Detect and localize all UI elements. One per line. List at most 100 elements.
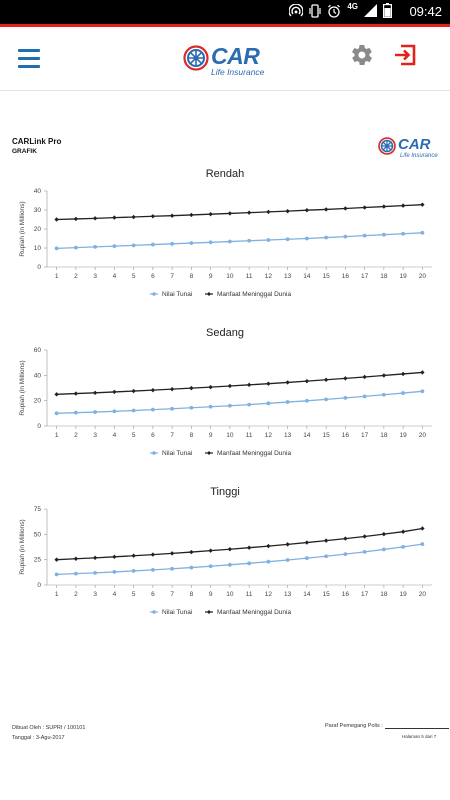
data-point	[343, 376, 348, 381]
x-tick-label: 11	[246, 591, 253, 598]
x-tick-label: 13	[284, 591, 292, 598]
x-tick-label: 13	[284, 273, 292, 280]
x-tick-label: 5	[132, 273, 136, 280]
data-point	[343, 552, 348, 556]
document-title: CARLink Pro	[12, 137, 62, 146]
data-point	[362, 205, 367, 210]
x-tick-label: 16	[342, 591, 350, 598]
data-point	[112, 244, 117, 248]
data-point	[381, 392, 386, 397]
data-point	[285, 400, 290, 404]
data-point	[170, 241, 175, 246]
logo-text: CAR	[211, 43, 260, 69]
footer-info: Dibuat Oleh : SUPRI / 100101 Tanggal : 3…	[12, 723, 85, 743]
data-point	[324, 554, 329, 559]
x-tick-label: 3	[93, 591, 97, 598]
data-point	[323, 207, 329, 212]
vibrate-icon	[309, 3, 321, 18]
y-tick-label: 75	[34, 506, 42, 513]
data-point	[246, 382, 252, 388]
data-point	[381, 373, 387, 378]
data-point	[150, 407, 155, 412]
x-tick-label: 8	[190, 591, 194, 598]
x-tick-label: 13	[284, 432, 292, 439]
battery-icon	[383, 3, 392, 18]
data-point	[362, 549, 367, 554]
data-point	[112, 389, 117, 395]
x-tick-label: 12	[265, 591, 273, 598]
car-wheel-icon	[183, 45, 209, 71]
data-point	[92, 216, 98, 221]
x-tick-label: 20	[419, 432, 427, 439]
x-tick-label: 8	[190, 273, 194, 280]
x-tick-label: 4	[113, 273, 117, 280]
x-tick-label: 8	[190, 432, 194, 439]
data-point	[304, 378, 310, 384]
y-tick-label: 0	[37, 264, 41, 271]
settings-gear-icon[interactable]	[350, 43, 374, 67]
x-tick-label: 6	[151, 591, 155, 598]
chart-tinggi: Tinggi 0 25 50 75 Rupiah (in Millions) 1 2 3 4 5 6…	[0, 483, 450, 633]
data-point	[208, 211, 213, 217]
legend-marker-manfaat	[207, 292, 211, 296]
legend-marker-manfaat	[207, 451, 211, 455]
data-point	[324, 235, 329, 240]
data-point	[247, 238, 252, 243]
data-point	[208, 548, 213, 553]
data-point	[266, 238, 271, 242]
data-point	[420, 526, 425, 531]
data-point	[150, 242, 155, 247]
data-point	[401, 231, 406, 236]
data-point	[401, 544, 406, 549]
data-point	[54, 557, 59, 562]
x-tick-label: 14	[303, 432, 311, 439]
data-point	[227, 383, 233, 389]
x-tick-label: 15	[323, 432, 331, 439]
data-point	[189, 241, 194, 245]
data-point	[208, 404, 213, 409]
hamburger-menu-icon[interactable]	[18, 49, 42, 69]
data-point	[227, 547, 233, 552]
data-point	[343, 536, 348, 541]
data-point	[247, 561, 252, 566]
data-point	[266, 401, 271, 406]
data-point	[131, 408, 136, 413]
series-line-manfaat-meninggal-dunia	[56, 527, 423, 561]
created-date: Tanggal : 3-Agu-2017	[12, 735, 65, 741]
data-point	[73, 245, 78, 250]
legend-label: Nilai Tunai	[162, 450, 192, 457]
x-tick-label: 19	[400, 432, 408, 439]
series-line-nilai-tunai	[56, 543, 423, 576]
x-tick-label: 5	[132, 432, 136, 439]
x-tick-label: 19	[400, 591, 408, 598]
alarm-icon	[328, 4, 341, 18]
data-point	[169, 213, 175, 218]
logout-icon[interactable]	[392, 42, 418, 68]
data-point	[285, 208, 290, 214]
x-tick-label: 15	[323, 273, 331, 280]
data-point	[92, 555, 98, 561]
data-point	[112, 554, 117, 560]
data-point	[246, 210, 252, 215]
x-tick-label: 20	[419, 273, 427, 280]
x-tick-label: 20	[419, 591, 427, 598]
data-point	[131, 553, 136, 558]
data-point	[266, 209, 271, 215]
series-line-nilai-tunai	[56, 390, 423, 414]
legend-marker-nilai-tunai	[152, 451, 156, 455]
legend-label: Nilai Tunai	[162, 291, 192, 298]
data-point	[266, 381, 271, 386]
data-point	[227, 562, 232, 567]
document-logo: CAR Life Insurance	[378, 136, 440, 161]
data-point	[381, 204, 387, 209]
data-point	[285, 380, 290, 385]
x-tick-label: 4	[113, 591, 117, 598]
data-point	[247, 402, 252, 407]
data-point	[169, 551, 175, 556]
data-point	[381, 547, 386, 552]
signature-field: Paraf Pemegang Polis :	[325, 723, 449, 729]
data-point	[323, 538, 329, 543]
page-number: Halaman 5 dari 7	[402, 734, 437, 739]
data-point	[362, 374, 367, 380]
